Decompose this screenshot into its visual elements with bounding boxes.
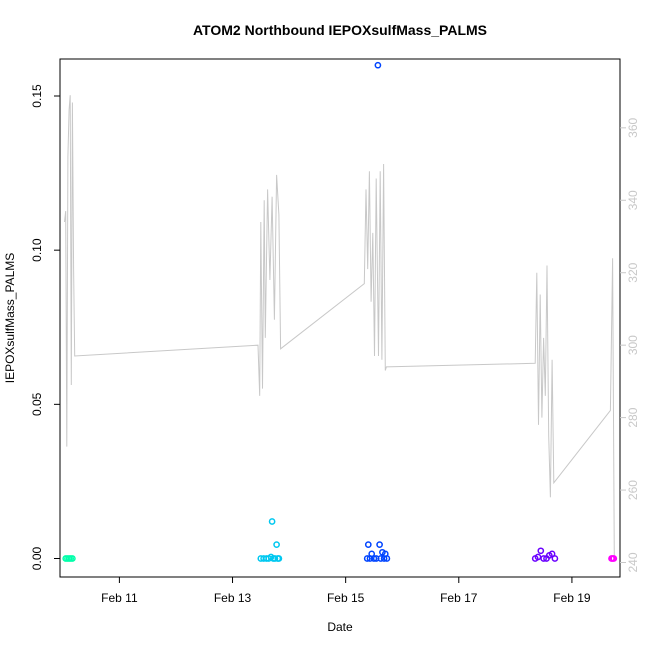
data-point: [370, 555, 378, 562]
chart-title: ATOM2 Northbound IEPOXsulfMass_PALMS: [193, 22, 487, 38]
x-tick-label: Feb 19: [553, 591, 591, 605]
data-point: [610, 555, 618, 562]
data-point: [383, 555, 391, 562]
data-point: [268, 518, 276, 525]
y2-tick-label: 240: [626, 552, 640, 572]
y-tick-label: 0.05: [30, 392, 44, 416]
y2-tick-label: 280: [626, 407, 640, 427]
secondary-y-axis: 240 260 280 300 320 340 360: [620, 117, 640, 573]
data-point: [534, 553, 542, 561]
y-tick-label: 0.10: [30, 238, 44, 262]
data-point: [271, 555, 279, 562]
y-tick-label: 0.15: [30, 84, 44, 108]
secondary-series: [64, 95, 615, 559]
data-point: [363, 555, 371, 562]
y2-tick-label: 300: [626, 335, 640, 355]
data-point: [374, 61, 382, 69]
data-point: [273, 541, 280, 548]
data-point: [551, 555, 559, 562]
y-axis: 0.00 0.05 0.10 0.15: [30, 84, 60, 570]
y-tick-label: 0.00: [30, 546, 44, 570]
x-axis-label: Date: [327, 620, 353, 634]
secondary-series-line: [64, 95, 615, 559]
y2-tick-label: 260: [626, 480, 640, 500]
data-point: [537, 547, 545, 555]
y2-tick-label: 340: [626, 190, 640, 210]
y-axis-label: IEPOXsulfMass_PALMS: [3, 253, 17, 384]
plot-frame: [59, 58, 621, 578]
data-point: [275, 555, 283, 562]
x-tick-label: Feb 17: [440, 591, 478, 605]
primary-series: [62, 61, 618, 562]
y2-tick-label: 320: [626, 262, 640, 282]
y2-tick-label: 360: [626, 117, 640, 137]
data-point: [376, 541, 383, 548]
data-point: [69, 555, 76, 562]
x-axis: Feb 11 Feb 13 Feb 15 Feb 17 Feb 19: [101, 577, 591, 605]
x-tick-label: Feb 15: [327, 591, 365, 605]
data-point: [364, 541, 372, 548]
data-point: [377, 555, 385, 562]
x-tick-label: Feb 11: [101, 591, 138, 605]
data-point: [548, 550, 556, 558]
data-point: [540, 555, 547, 562]
x-tick-label: Feb 13: [214, 591, 252, 605]
